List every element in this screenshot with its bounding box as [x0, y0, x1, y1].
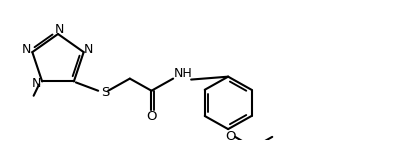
Text: N: N — [84, 43, 93, 56]
Text: NH: NH — [174, 67, 192, 80]
Text: O: O — [225, 130, 235, 143]
Text: S: S — [101, 86, 109, 99]
Text: N: N — [54, 23, 64, 36]
Text: O: O — [146, 110, 157, 123]
Text: N: N — [22, 43, 31, 56]
Text: N: N — [32, 77, 41, 90]
